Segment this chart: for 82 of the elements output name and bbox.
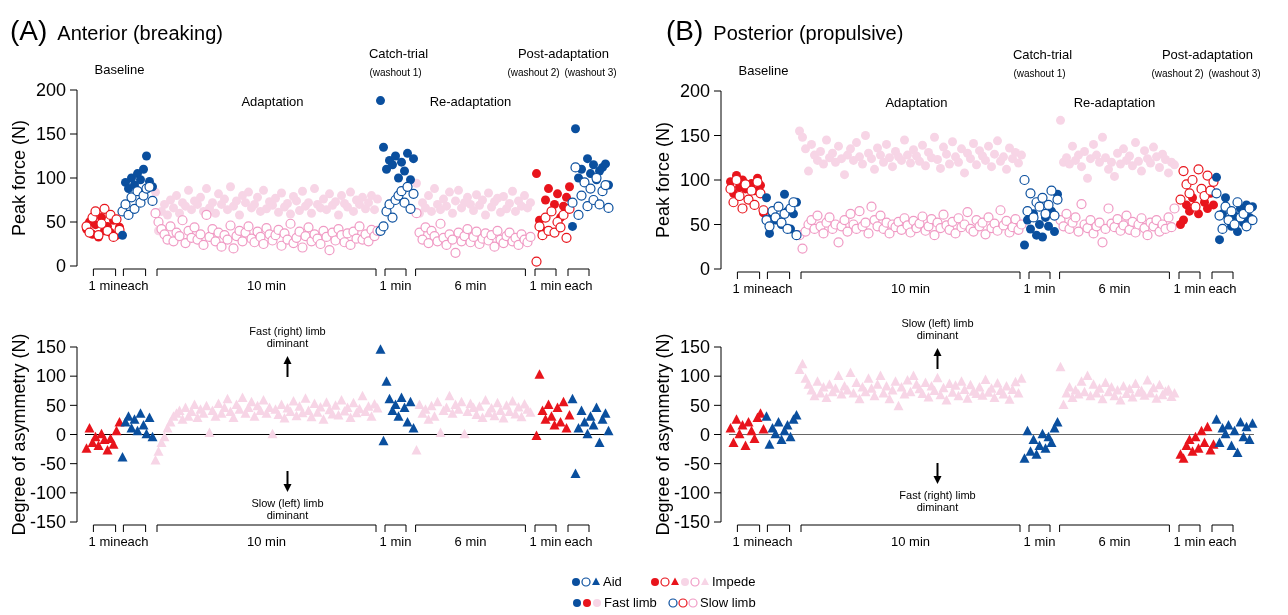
- y-axis-title: Peak force (N): [9, 119, 29, 237]
- y-tick-label: 100: [35, 168, 66, 189]
- y-tick-label: 150: [35, 124, 66, 145]
- y-tick-label: 150: [679, 337, 710, 358]
- chart-title: (A) Anterior (breaking): [10, 15, 223, 46]
- y-axis-title: Degree of asymmetry (N): [9, 333, 29, 536]
- x-tick-label: each: [764, 534, 793, 549]
- x-tick-label: 1 min: [88, 278, 121, 293]
- x-tick-label: 1 min: [529, 278, 562, 293]
- x-tick-label: 6 min: [1098, 534, 1131, 549]
- x-tick-label: each: [764, 281, 793, 296]
- y-tick-label: 100: [679, 170, 710, 191]
- y-tick-label: 50: [45, 212, 66, 233]
- y-tick-label: 50: [689, 214, 710, 235]
- text: Baseline: [738, 63, 789, 78]
- y-tick-label: 100: [679, 366, 710, 387]
- y-tick-label: -150: [29, 512, 66, 533]
- y-tick-label: -100: [673, 483, 710, 504]
- text: Catch-trial: [368, 46, 429, 61]
- text: Aid: [603, 574, 622, 589]
- x-tick-label: 10 min: [246, 278, 287, 293]
- x-tick-label: 6 min: [454, 534, 487, 549]
- x-tick-label: 1 min: [379, 534, 412, 549]
- annotation: Fast (right) limb diminant: [899, 489, 976, 513]
- x-tick-label: each: [564, 534, 593, 549]
- text: (washout 2): [1151, 68, 1204, 79]
- y-tick-label: -100: [29, 483, 66, 504]
- y-tick-label: -50: [683, 453, 710, 474]
- x-tick-label: 1 min: [379, 278, 412, 293]
- y-tick-label: 150: [679, 125, 710, 146]
- x-tick-label: 1 min: [1023, 534, 1056, 549]
- x-tick-label: 6 min: [454, 278, 487, 293]
- text: (washout 3): [564, 67, 617, 78]
- annotation: Adaptation: [885, 95, 948, 110]
- x-tick-label: 1 min: [732, 534, 765, 549]
- text: (washout 1): [369, 67, 422, 78]
- y-tick-label: -150: [673, 512, 710, 533]
- x-tick-label: 6 min: [1098, 281, 1131, 296]
- annotation: Fast (right) limb diminant: [249, 325, 326, 349]
- annotation: Slow (left) limb diminant: [251, 497, 324, 521]
- y-tick-label: 0: [55, 424, 66, 445]
- text: (washout 3): [1208, 68, 1261, 79]
- text: (washout 1): [1013, 68, 1066, 79]
- text: Post-adaptation: [517, 46, 610, 61]
- text: Baseline: [94, 62, 145, 77]
- x-tick-label: 1 min: [732, 281, 765, 296]
- x-tick-label: 10 min: [890, 534, 931, 549]
- text: Catch-trial: [1012, 47, 1073, 62]
- y-tick-label: 0: [699, 259, 710, 280]
- x-tick-label: each: [1208, 534, 1237, 549]
- text: Fast limb: [604, 595, 657, 610]
- text: Slow (left) limb diminant: [901, 317, 974, 341]
- x-tick-label: 10 min: [246, 534, 287, 549]
- y-tick-label: 200: [679, 81, 710, 102]
- y-tick-label: 200: [35, 80, 66, 101]
- y-axis-title: Peak force (N): [653, 121, 673, 239]
- x-tick-label: each: [120, 534, 149, 549]
- x-tick-label: each: [1208, 281, 1237, 296]
- text: Impede: [712, 574, 756, 589]
- x-tick-label: each: [564, 278, 593, 293]
- text: Post-adaptation: [1161, 47, 1254, 62]
- annotation: Re-adaptation: [429, 94, 512, 109]
- x-tick-label: 1 min: [529, 534, 562, 549]
- y-tick-label: 100: [35, 366, 66, 387]
- y-tick-label: -50: [39, 453, 66, 474]
- x-tick-label: 1 min: [1173, 281, 1206, 296]
- y-tick-label: 0: [699, 424, 710, 445]
- x-tick-label: each: [120, 278, 149, 293]
- y-tick-label: 0: [55, 256, 66, 277]
- annotation: Adaptation: [241, 94, 304, 109]
- y-tick-label: 50: [45, 395, 66, 416]
- chart-title: (B) Posterior (propulsive): [666, 15, 904, 46]
- y-tick-label: 50: [689, 395, 710, 416]
- x-tick-label: 1 min: [1173, 534, 1206, 549]
- text: Slow limb: [700, 595, 756, 610]
- annotation: Re-adaptation: [1073, 95, 1156, 110]
- y-axis-title: Degree of asymmetry (N): [653, 333, 673, 536]
- y-tick-label: 150: [35, 337, 66, 358]
- x-tick-label: 1 min: [1023, 281, 1056, 296]
- x-tick-label: 10 min: [890, 281, 931, 296]
- text: (washout 2): [507, 67, 560, 78]
- x-tick-label: 1 min: [88, 534, 121, 549]
